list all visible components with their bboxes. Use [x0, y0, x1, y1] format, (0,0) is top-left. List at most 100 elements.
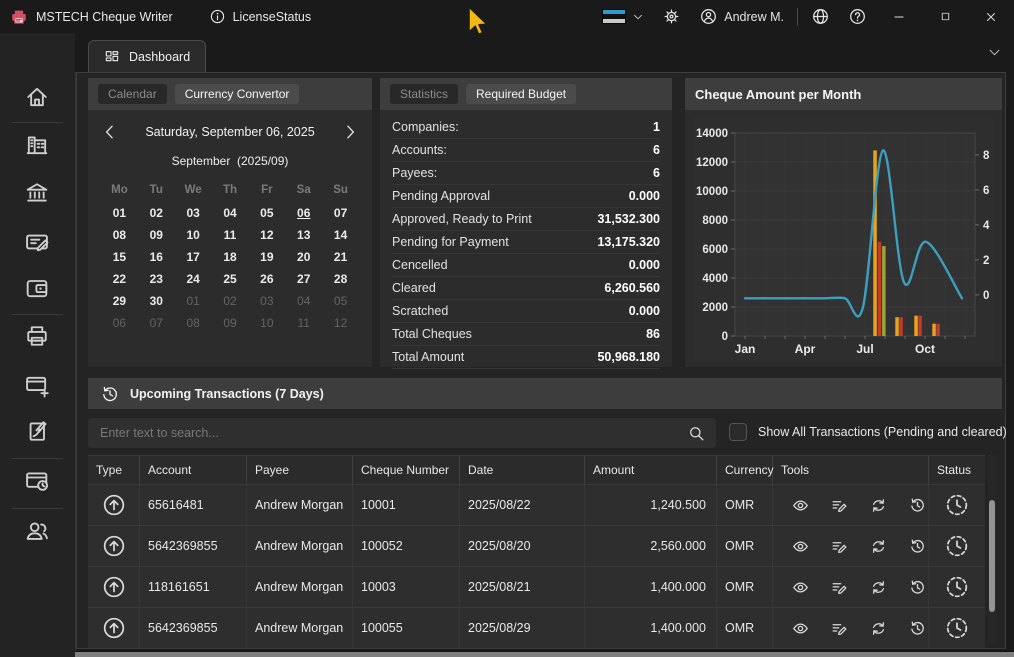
sidebar-item-scheduled[interactable] — [0, 467, 74, 495]
calendar-day[interactable]: 03 — [175, 202, 212, 224]
tab-statistics[interactable]: Statistics — [390, 84, 458, 104]
view-icon[interactable] — [791, 578, 810, 597]
table-row[interactable]: 65616481Andrew Morgan100012025/08/221,24… — [88, 484, 985, 525]
tabs-expand-chevron-icon[interactable] — [987, 45, 1002, 60]
calendar-day[interactable]: 28 — [322, 268, 359, 290]
edit-icon[interactable] — [830, 619, 849, 638]
calendar-day[interactable]: 29 — [101, 290, 138, 312]
calendar-day[interactable]: 10 — [248, 312, 285, 334]
calendar-day[interactable]: 04 — [285, 290, 322, 312]
calendar-day[interactable]: 20 — [285, 246, 322, 268]
calendar-day[interactable]: 24 — [175, 268, 212, 290]
sidebar-item-companies[interactable] — [0, 131, 74, 159]
close-button[interactable] — [968, 0, 1014, 33]
language-selector[interactable] — [593, 0, 653, 33]
table-row[interactable]: 118161651Andrew Morgan100032025/08/211,4… — [88, 566, 985, 607]
calendar-day[interactable]: 02 — [138, 202, 175, 224]
bottom-scrollbar[interactable] — [75, 651, 1014, 657]
calendar-day[interactable]: 05 — [248, 202, 285, 224]
table-row[interactable]: 5642369855Andrew Morgan1000552025/08/291… — [88, 607, 985, 648]
calendar-day[interactable]: 21 — [322, 246, 359, 268]
edit-icon[interactable] — [830, 578, 849, 597]
sidebar-item-wallet[interactable] — [0, 274, 74, 302]
settings-button[interactable] — [653, 0, 690, 33]
user-menu[interactable]: Andrew M. — [690, 0, 793, 33]
column-header-status[interactable]: Status — [929, 456, 985, 484]
column-header-cheque[interactable]: Cheque Number — [353, 456, 460, 484]
calendar-day[interactable]: 25 — [212, 268, 249, 290]
globe-button[interactable] — [802, 0, 839, 33]
calendar-day[interactable]: 02 — [212, 290, 249, 312]
calendar-day[interactable]: 26 — [248, 268, 285, 290]
sidebar-item-cheque-editor[interactable] — [0, 228, 74, 256]
calendar-day[interactable]: 07 — [138, 312, 175, 334]
calendar-day[interactable]: 01 — [101, 202, 138, 224]
tab-dashboard[interactable]: Dashboard — [88, 40, 206, 73]
history-icon[interactable] — [908, 537, 927, 556]
help-button[interactable] — [839, 0, 876, 33]
view-icon[interactable] — [791, 496, 810, 515]
column-header-currency[interactable]: Currency — [717, 456, 773, 484]
column-header-type[interactable]: Type — [88, 456, 140, 484]
calendar-day[interactable]: 12 — [322, 312, 359, 334]
calendar-day[interactable]: 08 — [175, 312, 212, 334]
history-icon[interactable] — [908, 578, 927, 597]
calendar-day[interactable]: 16 — [138, 246, 175, 268]
calendar-day[interactable]: 03 — [248, 290, 285, 312]
edit-icon[interactable] — [830, 537, 849, 556]
calendar-day[interactable]: 08 — [101, 224, 138, 246]
view-icon[interactable] — [791, 619, 810, 638]
maximize-button[interactable] — [922, 0, 968, 33]
search-input[interactable] — [98, 425, 687, 441]
edit-icon[interactable] — [830, 496, 849, 515]
calendar-day[interactable]: 15 — [101, 246, 138, 268]
calendar-day[interactable]: 11 — [212, 224, 249, 246]
history-icon[interactable] — [908, 496, 927, 515]
column-header-account[interactable]: Account — [140, 456, 247, 484]
minimize-button[interactable] — [876, 0, 922, 33]
calendar-day[interactable]: 07 — [322, 202, 359, 224]
calendar-day[interactable]: 30 — [138, 290, 175, 312]
calendar-day[interactable]: 01 — [175, 290, 212, 312]
show-all-checkbox[interactable] — [729, 423, 747, 441]
calendar-day[interactable]: 23 — [138, 268, 175, 290]
sidebar-item-payees[interactable] — [0, 517, 74, 545]
column-header-amount[interactable]: Amount — [585, 456, 717, 484]
calendar-day[interactable]: 13 — [285, 224, 322, 246]
sidebar-item-sign[interactable] — [0, 417, 74, 445]
sidebar-item-home[interactable] — [0, 83, 74, 111]
calendar-next-button[interactable] — [340, 122, 360, 142]
scrollbar-thumb[interactable] — [989, 500, 995, 612]
sidebar-item-bank[interactable] — [0, 179, 74, 207]
tab-calendar[interactable]: Calendar — [98, 84, 167, 104]
calendar-day[interactable]: 09 — [138, 224, 175, 246]
calendar-day[interactable]: 05 — [322, 290, 359, 312]
column-header-payee[interactable]: Payee — [247, 456, 353, 484]
calendar-day[interactable]: 17 — [175, 246, 212, 268]
search-icon[interactable] — [687, 424, 706, 443]
calendar-day[interactable]: 11 — [285, 312, 322, 334]
reissue-icon[interactable] — [869, 496, 888, 515]
license-status[interactable]: LicenseStatus — [209, 8, 312, 25]
calendar-day[interactable]: 06 — [101, 312, 138, 334]
history-icon[interactable] — [908, 619, 927, 638]
tab-currency-convertor[interactable]: Currency Convertor — [175, 84, 300, 104]
calendar-day[interactable]: 22 — [101, 268, 138, 290]
view-icon[interactable] — [791, 537, 810, 556]
reissue-icon[interactable] — [869, 578, 888, 597]
table-row[interactable]: 5642369855Andrew Morgan1000522025/08/202… — [88, 525, 985, 566]
calendar-day-today[interactable]: 06 — [285, 202, 322, 224]
column-header-date[interactable]: Date — [460, 456, 585, 484]
tab-required-budget[interactable]: Required Budget — [466, 84, 576, 104]
sidebar-item-print[interactable] — [0, 322, 74, 350]
calendar-day[interactable]: 10 — [175, 224, 212, 246]
table-scrollbar[interactable] — [988, 455, 996, 644]
calendar-prev-button[interactable] — [100, 122, 120, 142]
column-header-tools[interactable]: Tools — [773, 456, 929, 484]
calendar-day[interactable]: 09 — [212, 312, 249, 334]
reissue-icon[interactable] — [869, 537, 888, 556]
calendar-day[interactable]: 14 — [322, 224, 359, 246]
sidebar-item-new-cheque[interactable] — [0, 372, 74, 400]
calendar-day[interactable]: 27 — [285, 268, 322, 290]
calendar-day[interactable]: 04 — [212, 202, 249, 224]
